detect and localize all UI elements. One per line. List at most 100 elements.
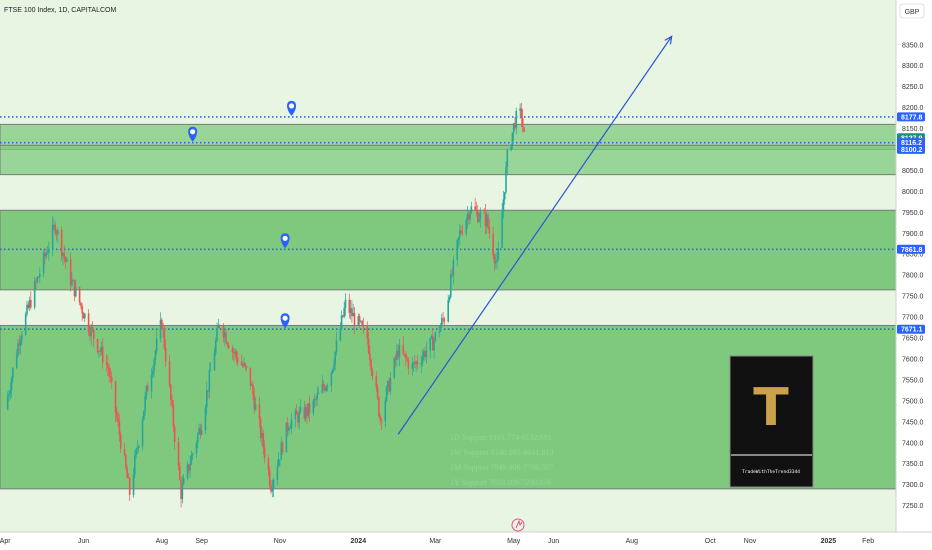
- candle-body: [51, 224, 54, 249]
- candle-body: [465, 220, 467, 234]
- candle-body: [244, 363, 247, 367]
- candle-body: [87, 313, 90, 333]
- x-tick-label: Nov: [274, 538, 287, 545]
- x-tick-label: May: [507, 538, 521, 545]
- candle-body: [225, 332, 227, 343]
- x-tick-label: Jun: [78, 538, 89, 545]
- level-lines: [0, 116, 896, 330]
- candle-body: [45, 253, 48, 257]
- candle-body: [456, 240, 459, 261]
- candle-body: [98, 351, 100, 353]
- price-tag: [897, 112, 925, 122]
- candle-body: [519, 108, 521, 111]
- support-legend-line: 1M Support 7949.906-7766.587: [450, 463, 553, 472]
- support-legend-line: 1D Support 8161.774-8132.691: [450, 433, 552, 442]
- location-markers[interactable]: [188, 100, 297, 329]
- candle-body: [370, 360, 372, 371]
- candle-body: [357, 316, 360, 326]
- candle-body: [123, 448, 126, 456]
- candle-body: [249, 367, 252, 386]
- candle-body: [10, 378, 13, 391]
- candle-body: [243, 363, 245, 367]
- candle-body: [127, 477, 130, 479]
- candle-body: [126, 467, 128, 478]
- trend-line[interactable]: [397, 36, 673, 435]
- candle-body: [315, 399, 317, 400]
- candle-body: [141, 419, 144, 446]
- candle-body: [74, 287, 77, 297]
- price-tag: [897, 244, 925, 254]
- candle-body: [344, 299, 347, 309]
- map-pin-icon[interactable]: [280, 233, 290, 249]
- y-tick-label: 7900.0: [902, 231, 924, 238]
- candle-body: [114, 381, 117, 413]
- candle-body: [521, 118, 524, 128]
- candle-body: [272, 479, 275, 489]
- candle-body: [27, 304, 30, 308]
- candle-body: [218, 325, 221, 327]
- candle-body: [200, 430, 203, 435]
- candle-body: [502, 199, 505, 213]
- price-axis[interactable]: 7250.0 7300.0 7350.0 7400.0 7450.0 7500.0 7550…: [895, 0, 932, 550]
- candle-body: [101, 346, 104, 363]
- candle-body: [457, 237, 460, 241]
- currency-badge[interactable]: GBP: [899, 3, 925, 19]
- candle-body: [128, 477, 131, 495]
- candle-body: [226, 342, 229, 345]
- candle-body: [199, 428, 202, 435]
- y-tick-label: 7300.0: [902, 482, 924, 489]
- candle-body: [162, 328, 164, 330]
- candle-body: [268, 470, 271, 486]
- candle-body: [285, 422, 288, 453]
- candle-body: [204, 407, 207, 431]
- candle-body: [340, 315, 343, 329]
- y-tick-label: 8150.0: [902, 126, 924, 133]
- y-tick-label: 7700.0: [902, 315, 924, 322]
- trend-arrow[interactable]: [397, 35, 673, 435]
- candle-body: [501, 212, 503, 249]
- candle-body: [180, 479, 182, 500]
- candle-body: [117, 418, 119, 423]
- x-tick-label: Feb: [862, 538, 874, 545]
- candle-body: [150, 375, 153, 392]
- candle-body: [330, 372, 333, 386]
- candle-body: [411, 363, 414, 369]
- y-tick-label: 7500.0: [902, 398, 924, 405]
- candle-body: [48, 248, 50, 253]
- candle-body: [469, 212, 471, 220]
- candle-body: [403, 353, 406, 355]
- candle-body: [494, 261, 497, 264]
- candle-body: [6, 396, 9, 410]
- candle-body: [466, 214, 469, 221]
- candle-body: [187, 464, 190, 471]
- logo-watermark: T TradeWithTheTrend3344: [729, 355, 814, 488]
- candle-body: [515, 110, 518, 128]
- candle-body: [280, 442, 283, 460]
- y-tick-label: 8000.0: [902, 189, 924, 196]
- x-tick-label: Jun: [548, 538, 559, 545]
- candle-body: [514, 123, 516, 128]
- candle-body: [146, 385, 149, 392]
- time-axis[interactable]: Apr Jun Aug Sep Nov 2024 Mar May Jun Aug Oct Nov 202…: [0, 531, 932, 550]
- candle-body: [254, 404, 257, 410]
- candle-body: [448, 297, 451, 301]
- y-tick-label: 8350.0: [902, 42, 924, 49]
- candle-body: [423, 351, 425, 357]
- candle-body: [439, 325, 442, 332]
- candle-body: [125, 455, 127, 468]
- candle-body: [271, 488, 274, 492]
- candle-body: [351, 308, 353, 317]
- price-tags: 8177.88127.922:01:428116.28100.27861.876…: [897, 112, 929, 334]
- candle-body: [394, 357, 397, 361]
- candle-body: [281, 442, 284, 453]
- candle-body: [205, 390, 208, 408]
- candle-body: [178, 466, 181, 480]
- candle-body: [304, 407, 307, 419]
- map-pin-icon[interactable]: [280, 313, 290, 329]
- sparkle-icon[interactable]: [511, 518, 525, 532]
- map-pin-icon[interactable]: [287, 100, 297, 116]
- candle-body: [297, 414, 299, 423]
- map-pin-icon[interactable]: [188, 126, 198, 142]
- candle-body: [289, 427, 292, 429]
